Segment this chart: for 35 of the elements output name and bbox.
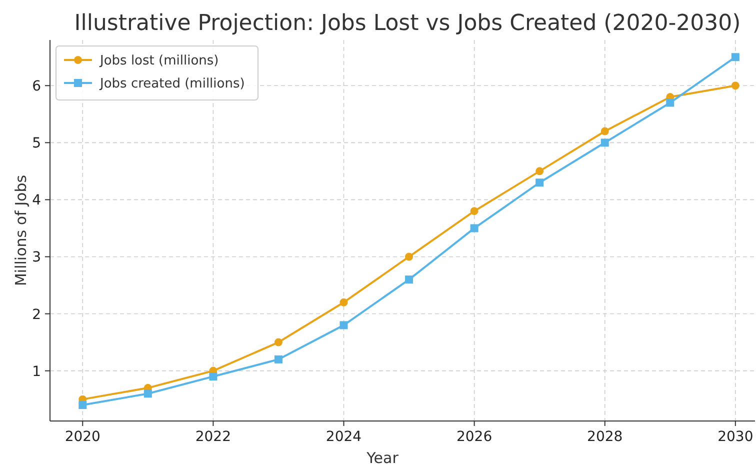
point — [536, 178, 544, 187]
x-tick-label: 2028 — [587, 429, 623, 445]
legend-label: Jobs created (millions) — [99, 76, 245, 92]
point — [274, 355, 282, 364]
x-tick-label: 2024 — [326, 429, 362, 445]
y-tick-label: 5 — [32, 136, 41, 152]
point — [470, 207, 478, 216]
x-tick-label: 2020 — [64, 429, 100, 445]
x-tick-label: 2026 — [456, 429, 492, 445]
x-tick-label: 2030 — [718, 429, 754, 445]
point — [274, 338, 282, 346]
point — [600, 138, 609, 147]
x-axis-title: Year — [366, 449, 400, 466]
y-tick-label: 1 — [32, 364, 41, 380]
y-tick-label: 2 — [32, 306, 41, 323]
point — [470, 224, 478, 232]
y-axis-title: Millions of Jobs — [12, 174, 30, 286]
y-tick-label: 6 — [32, 78, 42, 95]
point — [144, 390, 152, 398]
y-tick-label: 4 — [32, 192, 42, 209]
point — [209, 372, 218, 381]
point — [405, 276, 414, 284]
point — [340, 321, 348, 330]
point — [405, 252, 414, 261]
point — [731, 53, 740, 62]
point — [340, 298, 348, 306]
point — [78, 401, 87, 410]
x-tick-label: 2022 — [195, 429, 232, 445]
legend-label: Jobs lost (millions) — [99, 54, 219, 68]
y-tick-label: 3 — [32, 250, 41, 266]
point — [600, 127, 609, 136]
point — [731, 82, 740, 90]
point — [666, 98, 674, 107]
chart-title: Illustrative Projection: Jobs Lost vs Jobs Created (2020-2030) — [74, 11, 741, 36]
point — [536, 167, 544, 176]
